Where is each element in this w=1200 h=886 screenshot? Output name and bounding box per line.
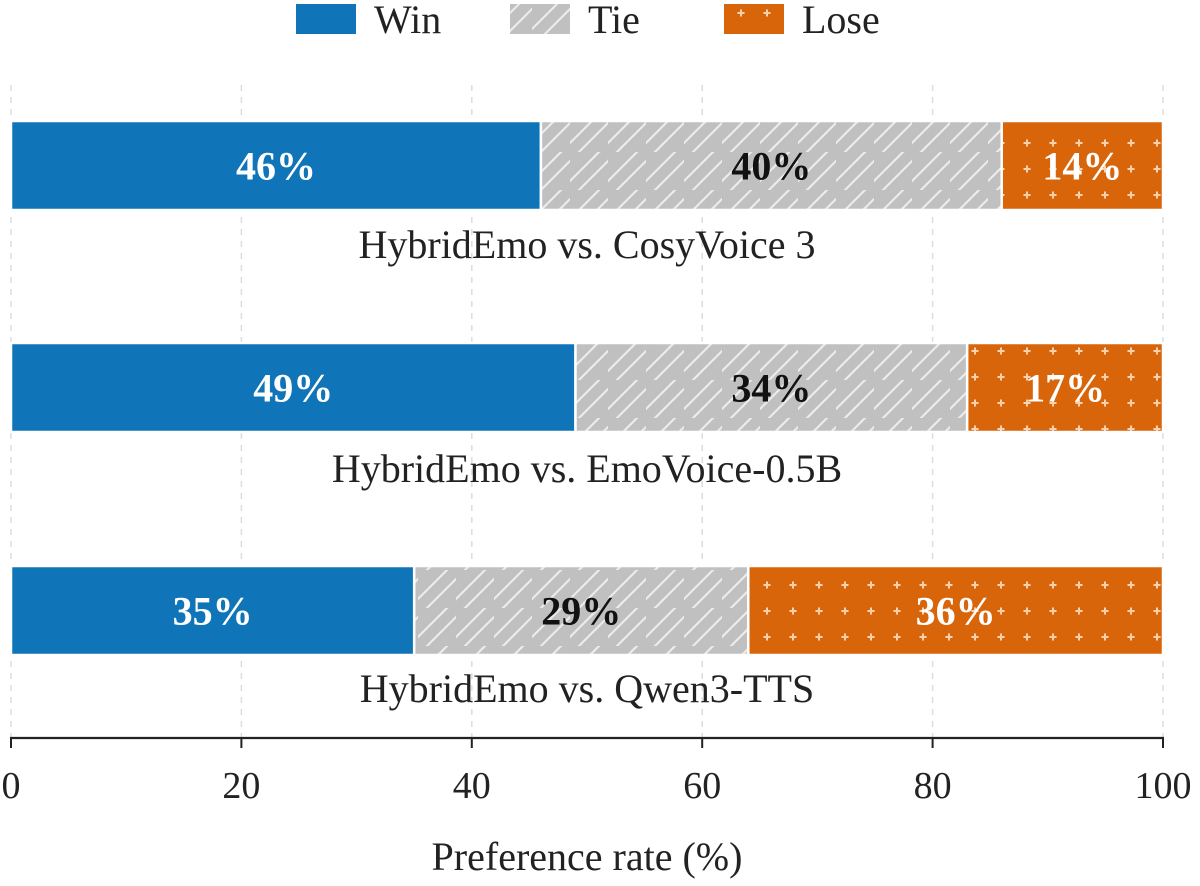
bar-win-2 bbox=[9, 341, 577, 434]
legend-label-lose: Lose bbox=[802, 0, 880, 42]
x-tick-label-20: 20 bbox=[222, 765, 260, 807]
bar-label-win-1: 46% bbox=[236, 144, 316, 189]
bar-label-lose-2: 17% bbox=[1025, 366, 1105, 411]
bar-win-1 bbox=[9, 119, 543, 212]
bars-layer bbox=[9, 119, 1165, 657]
x-tick-label-80: 80 bbox=[914, 765, 952, 807]
bar-lose-1 bbox=[1000, 119, 1165, 212]
bar-tie-2 bbox=[574, 341, 969, 434]
category-label-1: HybridEmo vs. CosyVoice 3 bbox=[358, 222, 815, 267]
x-tick-label-60: 60 bbox=[683, 765, 721, 807]
x-axis: 0 20 40 60 80 100 Preference rate (%) bbox=[2, 736, 1192, 879]
x-axis-label: Preference rate (%) bbox=[432, 834, 743, 879]
bar-label-win-3: 35% bbox=[173, 589, 253, 634]
bar-lose-2 bbox=[965, 341, 1165, 434]
legend: Win Tie Lose bbox=[296, 0, 880, 42]
legend-swatch-lose bbox=[724, 4, 784, 34]
bar-label-lose-1: 14% bbox=[1042, 144, 1122, 189]
bar-label-tie-3: 29% bbox=[541, 589, 621, 634]
bar-label-win-2: 49% bbox=[253, 366, 333, 411]
x-tick-label-100: 100 bbox=[1135, 765, 1192, 807]
bar-lose-3 bbox=[747, 564, 1165, 657]
category-label-3: HybridEmo vs. Qwen3-TTS bbox=[360, 666, 814, 711]
bar-label-tie-1: 40% bbox=[731, 144, 811, 189]
bar-label-lose-3: 36% bbox=[916, 589, 996, 634]
x-tick-label-40: 40 bbox=[453, 765, 491, 807]
legend-label-win: Win bbox=[374, 0, 441, 42]
bar-label-tie-2: 34% bbox=[731, 366, 811, 411]
category-label-2: HybridEmo vs. EmoVoice-0.5B bbox=[332, 446, 842, 491]
bar-tie-3 bbox=[412, 564, 750, 657]
labels-layer: 46% 40% 14% HybridEmo vs. CosyVoice 3 49% 34%… bbox=[173, 144, 1123, 712]
legend-label-tie: Tie bbox=[588, 0, 640, 42]
x-tick-label-0: 0 bbox=[2, 765, 21, 807]
bar-win-3 bbox=[9, 564, 416, 657]
legend-swatch-win bbox=[296, 4, 356, 34]
legend-swatch-tie bbox=[510, 4, 570, 34]
